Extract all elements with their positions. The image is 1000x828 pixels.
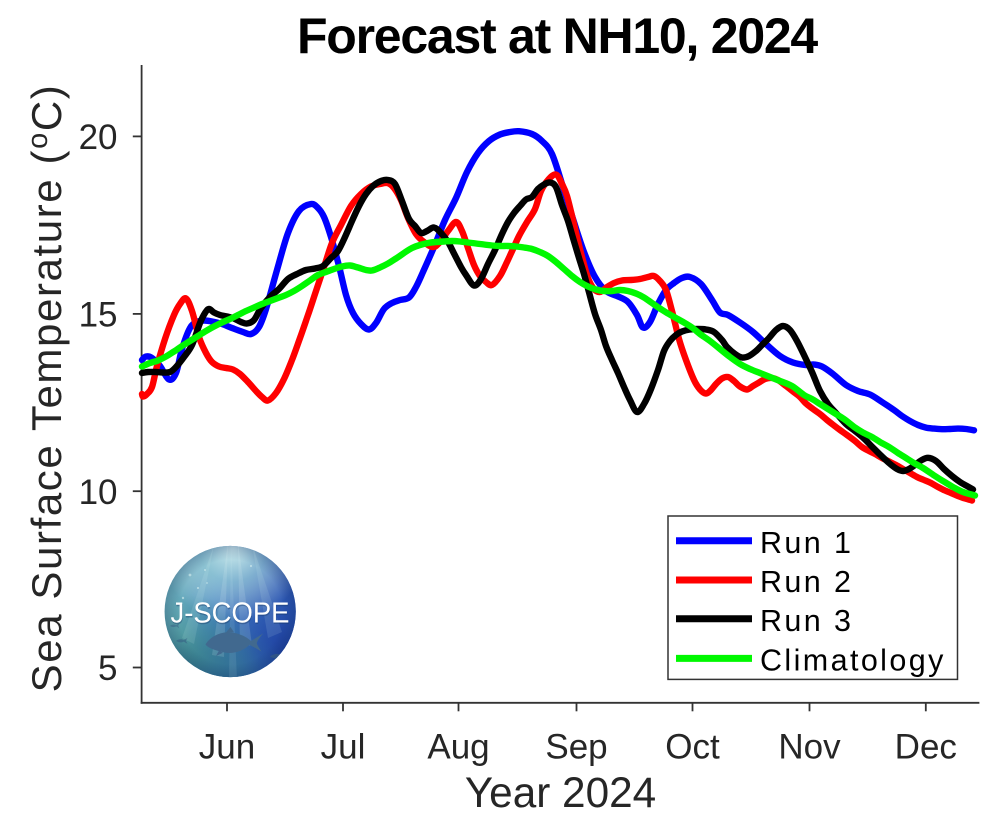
svg-text:Aug: Aug xyxy=(427,728,489,767)
svg-text:10: 10 xyxy=(79,473,118,512)
svg-text:Jun: Jun xyxy=(199,728,255,767)
svg-text:Dec: Dec xyxy=(895,728,957,767)
svg-text:Run 2: Run 2 xyxy=(760,565,853,599)
svg-text:15: 15 xyxy=(79,296,118,335)
svg-text:20: 20 xyxy=(79,118,118,157)
svg-text:Nov: Nov xyxy=(778,728,841,767)
svg-text:Sea Surface Temperature (oC): Sea Surface Temperature (oC) xyxy=(22,84,70,693)
svg-text:Climatology: Climatology xyxy=(760,644,946,678)
svg-text:Oct: Oct xyxy=(665,728,720,767)
svg-text:Sep: Sep xyxy=(545,728,607,767)
svg-text:J-SCOPE: J-SCOPE xyxy=(171,599,290,631)
svg-text:Jul: Jul xyxy=(321,728,366,767)
svg-text:J-SCOPE: J-SCOPE xyxy=(171,598,290,630)
svg-text:5: 5 xyxy=(98,649,117,688)
svg-text:Run 3: Run 3 xyxy=(760,604,853,638)
svg-text:Forecast at NH10, 2024: Forecast at NH10, 2024 xyxy=(297,8,818,64)
svg-text:Run 1: Run 1 xyxy=(760,526,853,560)
svg-text:Year 2024: Year 2024 xyxy=(465,769,656,816)
